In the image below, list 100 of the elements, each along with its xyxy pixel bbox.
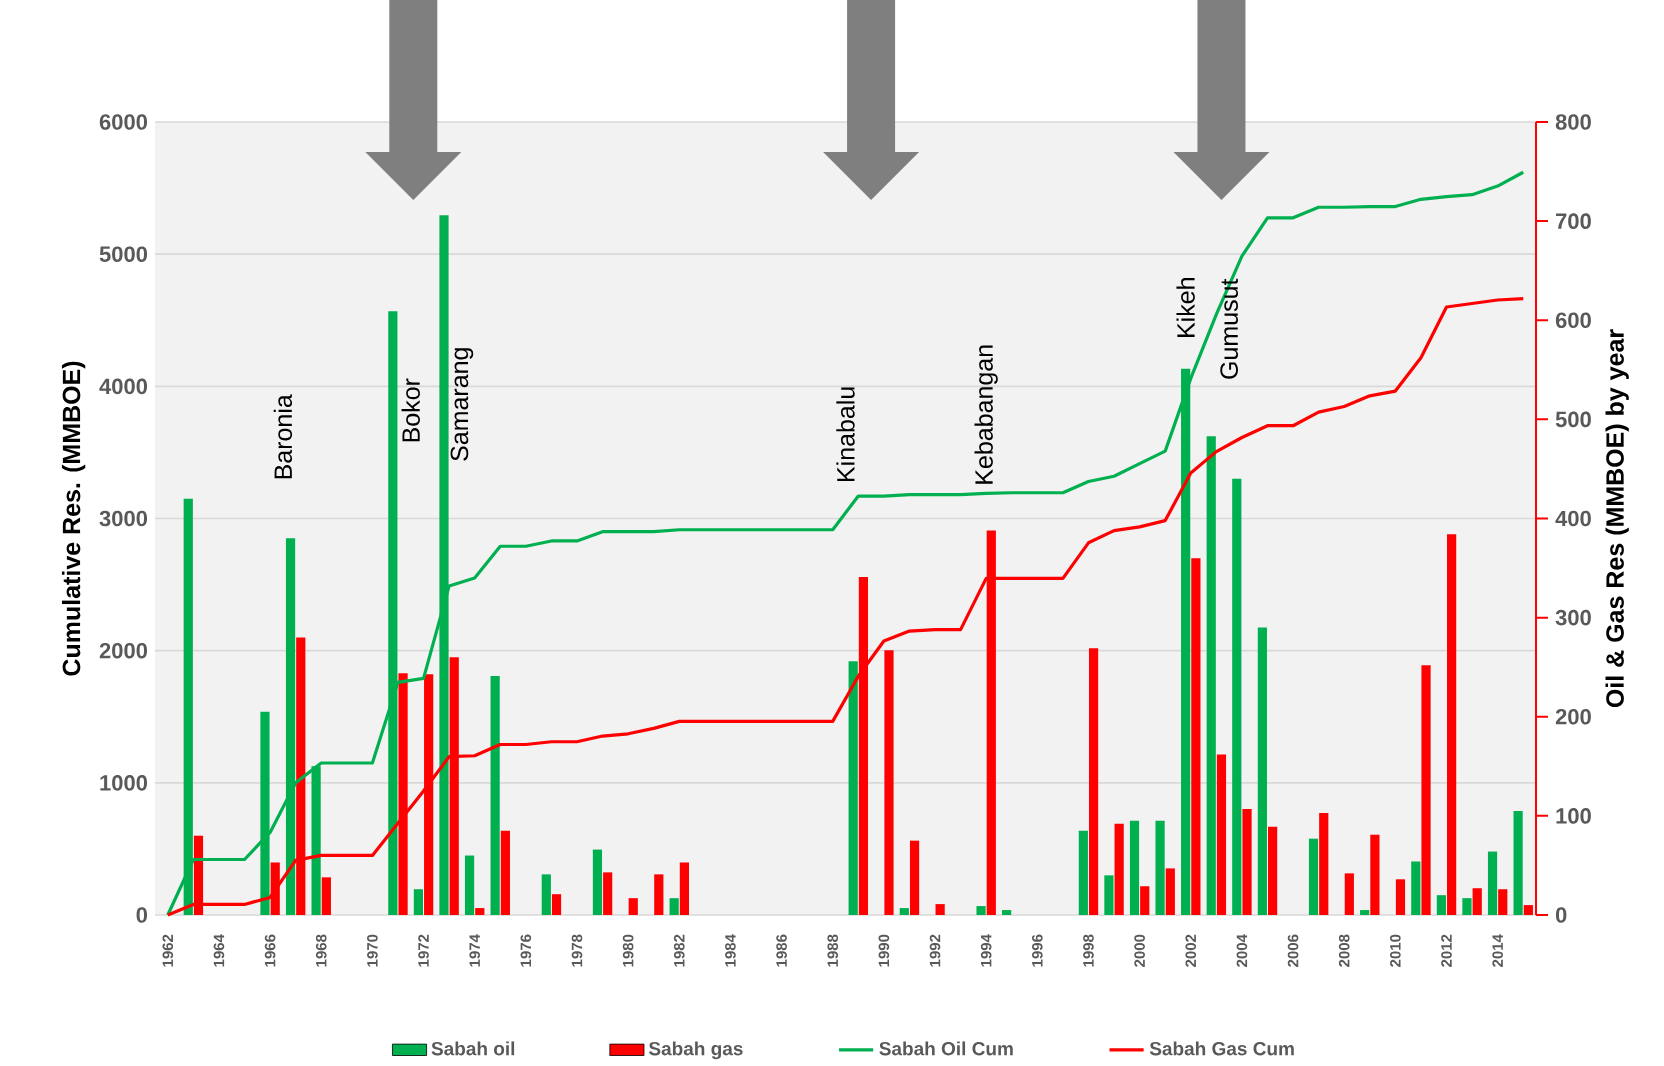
bar	[899, 908, 909, 915]
bar	[884, 650, 894, 915]
bar	[1155, 820, 1165, 915]
y2-tick-label: 400	[1555, 510, 1591, 527]
x-tick-label: 2004	[1236, 934, 1248, 967]
y2-axis-title: Oil & Gas Res (MMBOE) by year	[1605, 329, 1629, 708]
y2-tick-label: 800	[1555, 114, 1591, 130]
legend-label: Sabah Oil Cum	[879, 1041, 1013, 1056]
x-tick-label: 1974	[469, 934, 480, 967]
bar	[1191, 558, 1201, 915]
bar	[669, 898, 679, 915]
x-tick-label: 2010	[1390, 934, 1401, 967]
annotation: Kikeh	[1176, 278, 1195, 337]
x-tick-label: 2012	[1441, 934, 1452, 967]
x-tick-label: 1964	[213, 934, 225, 967]
x-tick-label: 2014	[1492, 934, 1503, 967]
y2-tick-label: 0	[1555, 907, 1567, 923]
bar	[321, 877, 331, 915]
bar	[592, 849, 603, 915]
bar	[1370, 834, 1380, 915]
bar	[603, 872, 613, 915]
bar	[490, 676, 500, 915]
bar	[1002, 910, 1012, 915]
bar	[1114, 823, 1124, 915]
bar	[500, 830, 510, 915]
x-tick-label: 1968	[315, 934, 327, 967]
bar	[1268, 826, 1278, 915]
y-axis-title: Cumulative Res. (MMBOE)	[61, 361, 86, 676]
bar	[1319, 812, 1329, 915]
legend-label: Sabah gas	[648, 1041, 743, 1060]
y-tick-label: 1000	[100, 775, 148, 791]
bar	[1411, 861, 1421, 915]
x-tick-label: 1988	[827, 934, 839, 967]
bar	[1308, 838, 1319, 915]
x-tick-label: 1992	[929, 934, 941, 967]
y-tick-label: 6000	[99, 114, 148, 130]
annotation: Kinabalu	[836, 387, 855, 482]
bar	[1232, 478, 1242, 915]
x-tick-label: 1980	[622, 934, 634, 967]
y-tick-label: 0	[136, 907, 148, 923]
bar	[1487, 851, 1498, 915]
bar	[1216, 754, 1227, 915]
legend-label: Sabah oil	[431, 1041, 515, 1056]
bar	[1472, 888, 1482, 915]
bar	[1498, 889, 1508, 915]
bar	[1513, 810, 1523, 915]
x-tick-label: 1984	[725, 934, 736, 967]
bar	[1344, 873, 1354, 915]
x-tick-label: 1972	[418, 934, 429, 967]
bar	[551, 894, 562, 915]
bar	[935, 904, 945, 915]
y2-tick-label: 200	[1555, 708, 1591, 725]
y-tick-label: 5000	[99, 246, 148, 262]
bar	[1395, 879, 1406, 915]
x-tick-label: 1998	[1083, 934, 1094, 967]
annotation: Kebabangan	[974, 345, 998, 484]
bar	[1242, 808, 1252, 915]
annotation: Gumusut	[1220, 278, 1238, 379]
y2-tick-label: 100	[1556, 808, 1591, 824]
bar	[1360, 910, 1370, 915]
bar	[1421, 665, 1431, 915]
x-tick-label: 1970	[367, 934, 378, 967]
y-tick-label: 2000	[99, 642, 148, 659]
y2-tick-label: 500	[1555, 411, 1591, 428]
annotation: Bokor	[401, 378, 420, 442]
x-tick-label: 1982	[673, 934, 685, 967]
bar	[1140, 886, 1150, 915]
x-tick-label: 1990	[878, 934, 890, 967]
bar	[1447, 534, 1457, 915]
bar	[541, 874, 551, 915]
x-tick-label: 1962	[162, 934, 174, 967]
bar	[413, 889, 424, 915]
y2-tick-label: 300	[1555, 609, 1591, 626]
bar	[909, 840, 920, 915]
bar	[1129, 820, 1140, 915]
x-tick-label: 1996	[1032, 934, 1043, 967]
annotation: Baronia	[273, 394, 293, 479]
x-tick-label: 1986	[776, 934, 787, 967]
x-tick-label: 2008	[1338, 934, 1350, 967]
x-tick-label: 1978	[571, 934, 583, 967]
y-tick-label: 4000	[99, 378, 148, 395]
bar	[976, 906, 986, 915]
bar	[1257, 627, 1267, 915]
x-tick-label: 1966	[264, 934, 276, 967]
bar	[654, 874, 664, 915]
legend-label: Sabah Gas Cum	[1149, 1041, 1294, 1056]
x-tick-label: 2002	[1185, 934, 1197, 967]
bar	[628, 898, 638, 915]
bar	[464, 855, 475, 915]
y-tick-label: 3000	[99, 510, 148, 527]
bar	[848, 661, 858, 915]
bar	[679, 862, 689, 915]
y2-tick-label: 600	[1555, 312, 1591, 329]
bar	[1523, 905, 1533, 915]
x-tick-label: 2006	[1287, 934, 1299, 967]
bar	[1462, 898, 1472, 915]
x-tick-label: 1976	[520, 934, 532, 967]
bar	[1436, 895, 1446, 915]
x-tick-label: 2000	[1134, 934, 1145, 967]
bar	[1104, 875, 1114, 915]
